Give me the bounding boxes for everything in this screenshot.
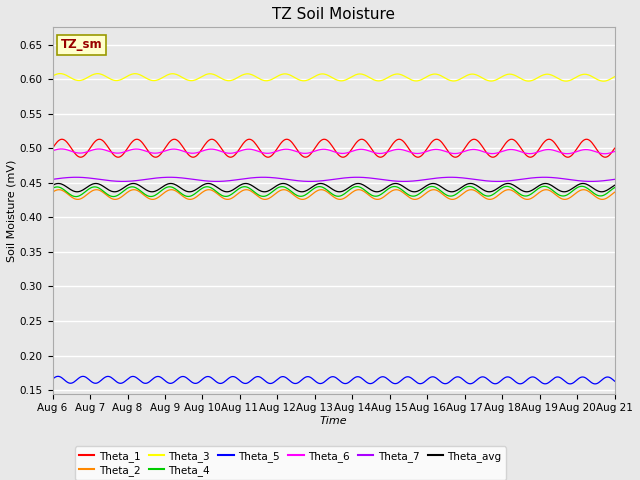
Theta_3 xyxy=(385,74,392,80)
Theta_2 xyxy=(354,187,362,192)
Theta_6 xyxy=(598,151,606,156)
Theta_7 xyxy=(493,179,501,184)
Theta_5 xyxy=(49,376,56,382)
Theta_3 xyxy=(511,72,518,78)
Theta_6 xyxy=(385,149,392,155)
Theta_7 xyxy=(611,177,618,182)
Theta_4 xyxy=(511,187,518,192)
Theta_5 xyxy=(600,376,607,382)
Text: TZ_sm: TZ_sm xyxy=(61,38,102,51)
Line: Theta_5: Theta_5 xyxy=(52,376,614,384)
Theta_2 xyxy=(243,187,250,192)
Theta_7 xyxy=(166,174,173,180)
Theta_6 xyxy=(317,146,324,152)
Theta_3 xyxy=(317,71,324,77)
Theta_4 xyxy=(611,185,618,191)
Theta_avg xyxy=(385,183,392,189)
Theta_1 xyxy=(511,138,519,144)
Theta_4 xyxy=(320,185,328,191)
Theta_6 xyxy=(354,147,362,153)
Theta_4 xyxy=(600,192,607,198)
Theta_avg xyxy=(317,180,324,186)
Theta_2 xyxy=(49,189,56,195)
Theta_4 xyxy=(317,184,324,190)
Theta_1 xyxy=(227,155,234,160)
Theta_2 xyxy=(600,196,607,202)
Theta_avg xyxy=(523,189,531,195)
Theta_avg xyxy=(49,182,56,188)
Theta_6 xyxy=(58,146,65,152)
Theta_5 xyxy=(385,377,392,383)
Theta_avg xyxy=(611,182,618,188)
Theta_5 xyxy=(354,374,362,380)
Theta_2 xyxy=(320,187,328,193)
Theta_2 xyxy=(611,189,618,195)
Theta_1 xyxy=(49,145,56,151)
X-axis label: Time: Time xyxy=(320,416,348,426)
Theta_7 xyxy=(511,177,519,183)
Theta_1 xyxy=(317,138,324,144)
Theta_1 xyxy=(320,136,328,142)
Theta_3 xyxy=(611,74,618,80)
Theta_7 xyxy=(317,178,324,184)
Theta_7 xyxy=(385,178,392,183)
Legend: Theta_1, Theta_2, Theta_3, Theta_4, Theta_5, Theta_6, Theta_7, Theta_avg: Theta_1, Theta_2, Theta_3, Theta_4, Thet… xyxy=(75,446,506,480)
Theta_2 xyxy=(511,190,519,195)
Theta_7 xyxy=(600,178,607,184)
Theta_avg xyxy=(600,189,607,194)
Theta_6 xyxy=(320,146,328,152)
Theta_3 xyxy=(56,71,64,76)
Theta_1 xyxy=(611,145,618,151)
Line: Theta_6: Theta_6 xyxy=(52,149,614,154)
Theta_5 xyxy=(611,378,618,384)
Theta_1 xyxy=(600,154,607,160)
Theta_2 xyxy=(385,191,392,196)
Theta_6 xyxy=(49,148,56,154)
Line: Theta_2: Theta_2 xyxy=(52,190,614,199)
Theta_4 xyxy=(354,184,362,190)
Theta_6 xyxy=(511,147,518,153)
Theta_3 xyxy=(49,73,56,79)
Line: Theta_7: Theta_7 xyxy=(52,177,614,181)
Theta_2 xyxy=(449,196,456,202)
Line: Theta_1: Theta_1 xyxy=(52,139,614,157)
Y-axis label: Soil Moisture (mV): Soil Moisture (mV) xyxy=(7,159,17,262)
Theta_5 xyxy=(591,381,599,387)
Theta_4 xyxy=(72,194,80,200)
Theta_7 xyxy=(49,177,56,182)
Theta_7 xyxy=(354,174,362,180)
Theta_4 xyxy=(49,185,56,191)
Theta_5 xyxy=(317,381,324,386)
Theta_3 xyxy=(600,78,607,84)
Line: Theta_4: Theta_4 xyxy=(52,186,614,197)
Theta_1 xyxy=(354,138,362,144)
Theta_2 xyxy=(317,187,324,192)
Theta_6 xyxy=(601,151,609,156)
Theta_3 xyxy=(354,72,362,77)
Theta_5 xyxy=(54,373,62,379)
Theta_4 xyxy=(578,183,586,189)
Line: Theta_avg: Theta_avg xyxy=(52,183,614,192)
Theta_3 xyxy=(598,78,606,84)
Theta_1 xyxy=(385,148,392,154)
Theta_4 xyxy=(385,186,392,192)
Theta_5 xyxy=(511,378,518,384)
Title: TZ Soil Moisture: TZ Soil Moisture xyxy=(272,7,395,22)
Theta_7 xyxy=(320,178,328,183)
Theta_3 xyxy=(320,71,328,77)
Theta_avg xyxy=(354,180,362,186)
Theta_1 xyxy=(433,136,440,142)
Theta_avg xyxy=(511,183,518,189)
Theta_avg xyxy=(320,181,328,187)
Theta_avg xyxy=(316,180,323,186)
Line: Theta_3: Theta_3 xyxy=(52,73,614,81)
Theta_5 xyxy=(320,379,328,385)
Theta_6 xyxy=(611,149,618,155)
